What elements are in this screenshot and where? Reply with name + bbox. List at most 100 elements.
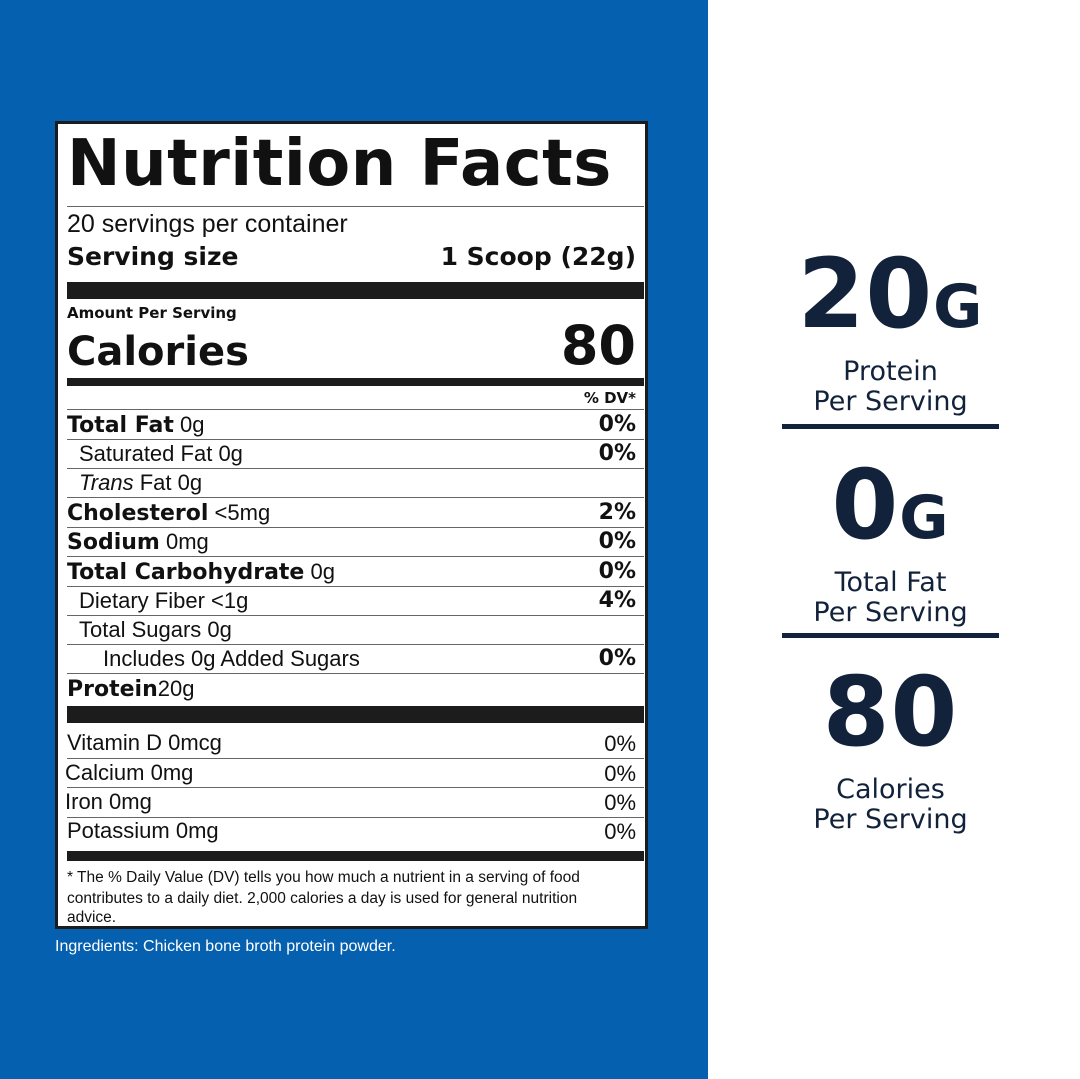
nutrient-amount: 0g [207, 617, 232, 642]
divider [67, 439, 644, 440]
nutrient-dv: 4% [598, 588, 636, 613]
stat-caption: Calories [836, 774, 945, 805]
dv-header: % DV* [583, 389, 636, 407]
nutrient-name: Protein [67, 677, 158, 702]
nutrient-row-cholesterol: Cholesterol <5mg [67, 499, 270, 527]
nutrient-name: Trans [79, 470, 134, 495]
vitamin-row-iron: Iron 0mg [65, 788, 152, 816]
stat-unit: G [899, 483, 950, 553]
servings-per-container: 20 servings per container [67, 210, 348, 238]
nutrient-name: Dietary Fiber [79, 588, 205, 613]
vitamin-name: Potassium [67, 818, 170, 843]
vitamin-amount: 0mg [109, 789, 152, 814]
divider [67, 586, 644, 587]
divider [67, 497, 644, 498]
medium-divider [67, 851, 644, 861]
calories-value: 80 [560, 314, 636, 377]
vitamin-name: Calcium [65, 760, 145, 785]
divider [67, 409, 644, 410]
nutrient-dv: 0% [598, 646, 636, 671]
vitamin-dv: 0% [604, 761, 636, 786]
nutrient-dv: 0% [598, 559, 636, 584]
divider [67, 758, 644, 759]
divider [67, 468, 644, 469]
nutrient-row-sodium: Sodium 0mg [67, 528, 209, 556]
stat-total-fat: 0G Total Fat Per Serving [782, 455, 999, 628]
stat-value: 20G [782, 244, 999, 357]
footnote-line-1: * The % Daily Value (DV) tells you how m… [67, 869, 580, 886]
divider [67, 615, 644, 616]
stat-value: 0G [782, 455, 999, 568]
vitamin-row-calcium: Calcium 0mg [65, 759, 193, 787]
stat-protein: 20G Protein Per Serving [782, 244, 999, 417]
nutrient-name: Cholesterol [67, 501, 209, 526]
nutrient-row-trans-fat: Trans Fat 0g [79, 469, 202, 497]
nutrient-amount: 0g [177, 470, 203, 495]
nutrition-facts-label: Nutrition Facts 20 servings per containe… [55, 121, 648, 929]
nutrient-row-total-fat: Total Fat 0g [67, 411, 204, 439]
calories-label: Calories [67, 329, 249, 375]
serving-size-value: 1 Scoop (22g) [440, 242, 636, 271]
vitamin-dv: 0% [604, 819, 636, 844]
vitamin-dv: 0% [604, 731, 636, 756]
footnote-line-3: advice. [67, 909, 117, 926]
label-title: Nutrition Facts [67, 127, 612, 201]
nutrient-row-saturated-fat: Saturated Fat 0g [79, 440, 243, 468]
stat-caption: Per Serving [813, 804, 968, 835]
vitamin-dv: 0% [604, 790, 636, 815]
stat-number: 20 [797, 238, 934, 350]
vitamin-name: Vitamin D [67, 730, 162, 755]
vitamin-amount: 0mcg [168, 730, 222, 755]
nutrient-name: Total Carbohydrate [67, 560, 305, 585]
vitamin-amount: 0mg [150, 760, 194, 785]
stat-number: 80 [822, 656, 959, 768]
nutrient-name: Total Sugars [79, 617, 202, 642]
stat-calories: 80 Calories Per Serving [782, 662, 999, 835]
divider [67, 787, 644, 788]
stat-caption: Per Serving [813, 597, 968, 628]
stat-caption: Per Serving [813, 386, 968, 417]
vitamin-row-vitamin-d: Vitamin D 0mcg [67, 729, 222, 757]
divider [67, 817, 644, 818]
serving-size-label: Serving size [67, 242, 239, 271]
nutrient-dv: 2% [598, 500, 636, 525]
nutrient-name: Sodium [67, 530, 160, 555]
nutrient-amount: 0g [218, 441, 243, 466]
stat-divider [782, 424, 999, 429]
nutrient-name-rest: Fat [139, 470, 172, 495]
amount-per-serving: Amount Per Serving [67, 304, 237, 322]
divider [67, 673, 644, 674]
divider [67, 206, 644, 207]
nutrient-name: Saturated Fat [79, 441, 213, 466]
stat-unit: G [933, 272, 984, 342]
divider [67, 556, 644, 557]
nutrient-amount: <5mg [214, 500, 271, 525]
nutrient-name: Total Fat [67, 413, 174, 438]
thick-divider [67, 706, 644, 723]
vitamin-row-potassium: Potassium 0mg [67, 817, 219, 845]
thick-divider [67, 282, 644, 299]
stat-caption: Total Fat [834, 567, 947, 598]
nutrient-dv: 0% [598, 529, 636, 554]
footnote-line-2: contributes to a daily diet. 2,000 calor… [67, 890, 578, 907]
nutrient-amount: 0mg [165, 529, 209, 554]
divider [67, 644, 644, 645]
nutrient-amount: 0g [180, 412, 205, 437]
vitamin-amount: 0mg [175, 818, 219, 843]
ingredients-text: Ingredients: Chicken bone broth protein … [55, 938, 396, 955]
stat-value: 80 [782, 662, 999, 775]
nutrient-amount: 20g [157, 676, 195, 701]
nutrient-row-dietary-fiber: Dietary Fiber <1g [79, 587, 248, 615]
nutrient-row-added-sugars: Includes 0g Added Sugars [103, 646, 360, 671]
nutrient-row-total-carbohydrate: Total Carbohydrate 0g [67, 558, 335, 586]
nutrient-row-total-sugars: Total Sugars 0g [79, 616, 232, 644]
nutrient-dv: 0% [598, 412, 636, 437]
nutrient-row-protein: Protein20g [67, 675, 194, 703]
nutrient-amount: <1g [211, 588, 249, 613]
stat-divider [782, 633, 999, 638]
nutrient-dv: 0% [598, 441, 636, 466]
divider [67, 527, 644, 528]
stat-caption: Protein [843, 356, 938, 387]
medium-divider [67, 378, 644, 386]
nutrient-amount: 0g [310, 559, 335, 584]
